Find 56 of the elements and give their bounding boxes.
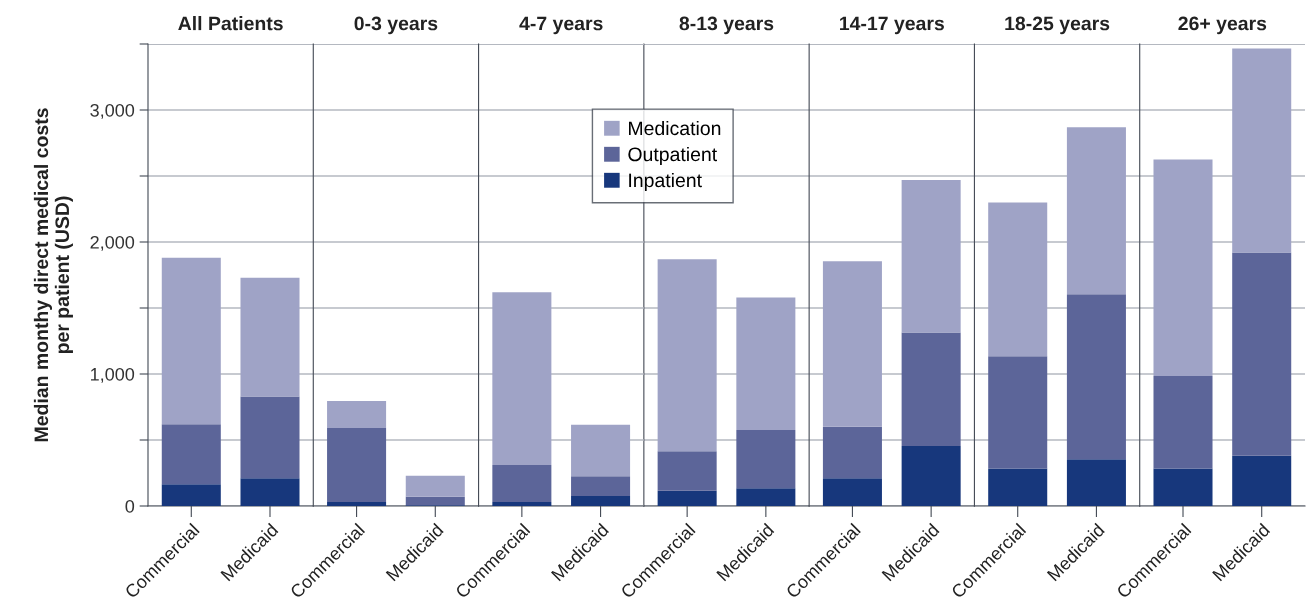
chart-title: 4-7 years xyxy=(519,16,603,35)
bar xyxy=(988,202,1048,357)
chart-title: All Patients xyxy=(178,16,283,31)
bar xyxy=(988,356,1048,469)
bar xyxy=(571,424,631,477)
bar xyxy=(736,488,796,506)
y-tick-label: 2,000 xyxy=(90,235,135,251)
y-tick-label: 1,000 xyxy=(91,367,135,383)
bar xyxy=(240,277,300,397)
chart-title: 14-17 years xyxy=(840,16,944,35)
bar xyxy=(327,428,387,503)
chart-title: 0-3 years xyxy=(354,16,438,35)
y-axis-title: Median monthy direct medical costs per patient (USD) xyxy=(33,108,73,442)
bar xyxy=(240,478,300,506)
bar xyxy=(1232,48,1292,253)
bar xyxy=(1232,252,1292,456)
bar xyxy=(240,396,300,479)
bar xyxy=(571,476,631,497)
y-tick-label: 0 xyxy=(125,499,135,513)
legend-label: Inpatient xyxy=(629,172,702,192)
bar xyxy=(161,424,221,485)
bar xyxy=(1153,159,1213,376)
y-tick-label: 3,000 xyxy=(90,103,135,119)
bar xyxy=(901,179,961,333)
bar xyxy=(901,445,961,506)
bar xyxy=(492,465,552,503)
bar xyxy=(657,490,717,506)
chart-title: 26+ years xyxy=(1178,16,1267,35)
bar xyxy=(736,430,796,489)
bar xyxy=(901,332,961,446)
bar xyxy=(822,426,882,479)
bar xyxy=(1153,468,1213,506)
bar xyxy=(161,484,221,506)
bar xyxy=(492,502,552,506)
bar xyxy=(736,297,796,431)
bar xyxy=(657,451,717,491)
bar xyxy=(161,257,221,425)
chart-title: 8-13 years xyxy=(679,16,774,35)
bar xyxy=(405,475,465,497)
bar xyxy=(988,468,1048,506)
bar xyxy=(571,496,631,506)
legend-label: Outpatient xyxy=(628,146,717,166)
bar xyxy=(327,401,387,429)
bar xyxy=(1066,459,1126,506)
bar xyxy=(822,478,882,506)
bar xyxy=(657,259,717,452)
bar xyxy=(405,496,465,506)
bar xyxy=(327,502,387,506)
bar xyxy=(1153,375,1213,469)
bar xyxy=(1066,127,1126,295)
bar xyxy=(1066,294,1126,460)
chart-title: 18-25 years xyxy=(1005,16,1110,35)
bar xyxy=(822,261,882,427)
bar xyxy=(1232,455,1292,506)
legend-label: Medication xyxy=(629,120,721,136)
bar xyxy=(492,292,552,466)
